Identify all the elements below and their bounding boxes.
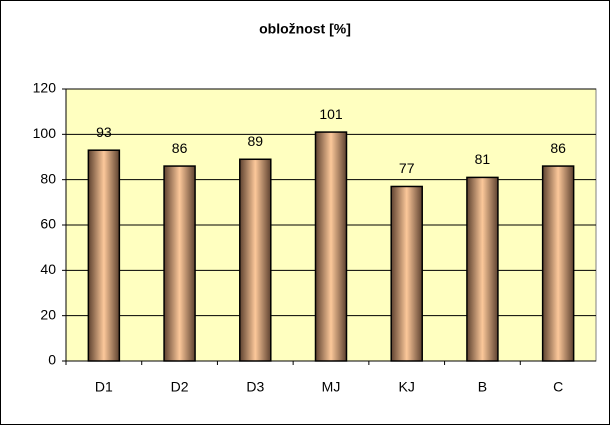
data-label: 81 (475, 151, 491, 167)
bar (163, 165, 196, 362)
y-tick-label: 0 (48, 352, 56, 368)
data-label: 86 (550, 140, 566, 156)
x-tick-label: D2 (171, 379, 189, 395)
bar (314, 131, 348, 362)
y-tick-label: 80 (40, 170, 56, 186)
data-label: 101 (319, 106, 343, 122)
y-tick-label: 40 (40, 261, 56, 277)
bar (466, 176, 499, 362)
y-tick-label: 100 (33, 125, 57, 141)
x-tick-label: B (478, 379, 487, 395)
bar (87, 149, 121, 362)
data-label: 89 (247, 133, 263, 149)
y-tick-label: 60 (40, 216, 56, 232)
x-tick-label: KJ (399, 379, 415, 395)
x-tick-label: C (553, 379, 563, 395)
data-label: 86 (172, 140, 188, 156)
bar (390, 185, 423, 362)
bar (239, 158, 272, 362)
y-tick-label: 20 (40, 306, 56, 322)
y-tick-label: 120 (33, 80, 57, 96)
x-tick-label: MJ (322, 379, 341, 395)
chart-title: obložnost [%] (259, 21, 351, 37)
x-tick-label: D3 (246, 379, 264, 395)
data-label: 77 (399, 160, 415, 176)
x-tick-label: D1 (95, 379, 113, 395)
data-label: 93 (96, 124, 112, 140)
bar (541, 165, 575, 362)
